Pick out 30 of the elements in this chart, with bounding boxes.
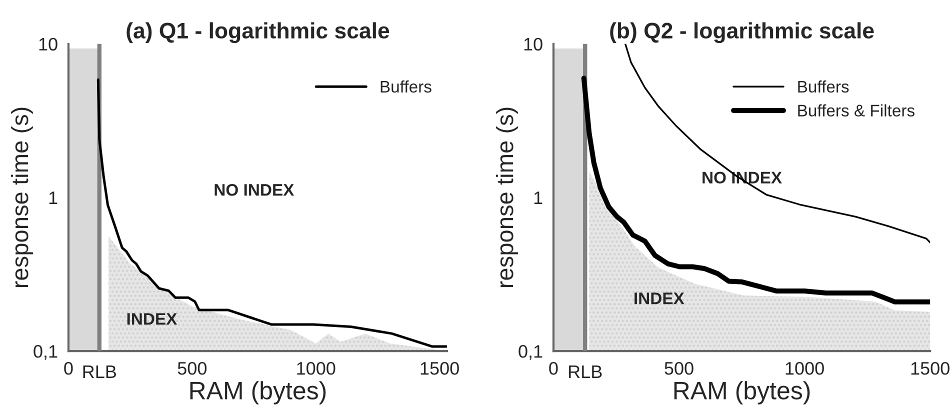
legend-label: Buffers & Filters: [798, 104, 914, 116]
x-tick-label: 0: [64, 362, 73, 375]
y-axis-title: response time (s): [10, 108, 33, 288]
annotation: INDEX: [634, 292, 684, 304]
annotation: INDEX: [127, 313, 178, 325]
x-tick-label: 500: [664, 362, 694, 375]
chart-title: (b) Q2 - logarithmic scale: [610, 22, 874, 44]
y-tick-label: 0,1: [34, 345, 58, 360]
x-axis-title: RAM (bytes): [190, 381, 326, 404]
x-tick-label: 0: [549, 362, 558, 375]
chart-title: (a) Q1 - logarithmic scale: [126, 22, 390, 44]
x-tick-label: 1500: [420, 362, 459, 375]
annotation: NO INDEX: [214, 184, 294, 196]
legend-label: Buffers: [798, 80, 849, 93]
x-tick-label: 1500: [911, 362, 950, 375]
legend-label: Buffers: [380, 80, 432, 93]
y-tick-label: 1: [49, 192, 58, 204]
y-tick-label: 10: [524, 38, 542, 51]
line-series: [624, 44, 930, 244]
y-tick-label: 1: [534, 192, 542, 204]
ref-line-label: RLB: [83, 366, 116, 378]
y-axis-title: response time (s): [496, 108, 518, 288]
ref-line-label: RLB: [569, 366, 602, 378]
x-axis-title: RAM (bytes): [674, 381, 810, 404]
y-tick-label: 10: [39, 38, 58, 51]
x-tick-label: 1000: [786, 362, 824, 375]
x-tick-label: 500: [178, 362, 207, 375]
y-tick-label: 0,1: [518, 345, 542, 360]
line-series: [96, 78, 447, 348]
x-tick-label: 1000: [297, 362, 336, 375]
